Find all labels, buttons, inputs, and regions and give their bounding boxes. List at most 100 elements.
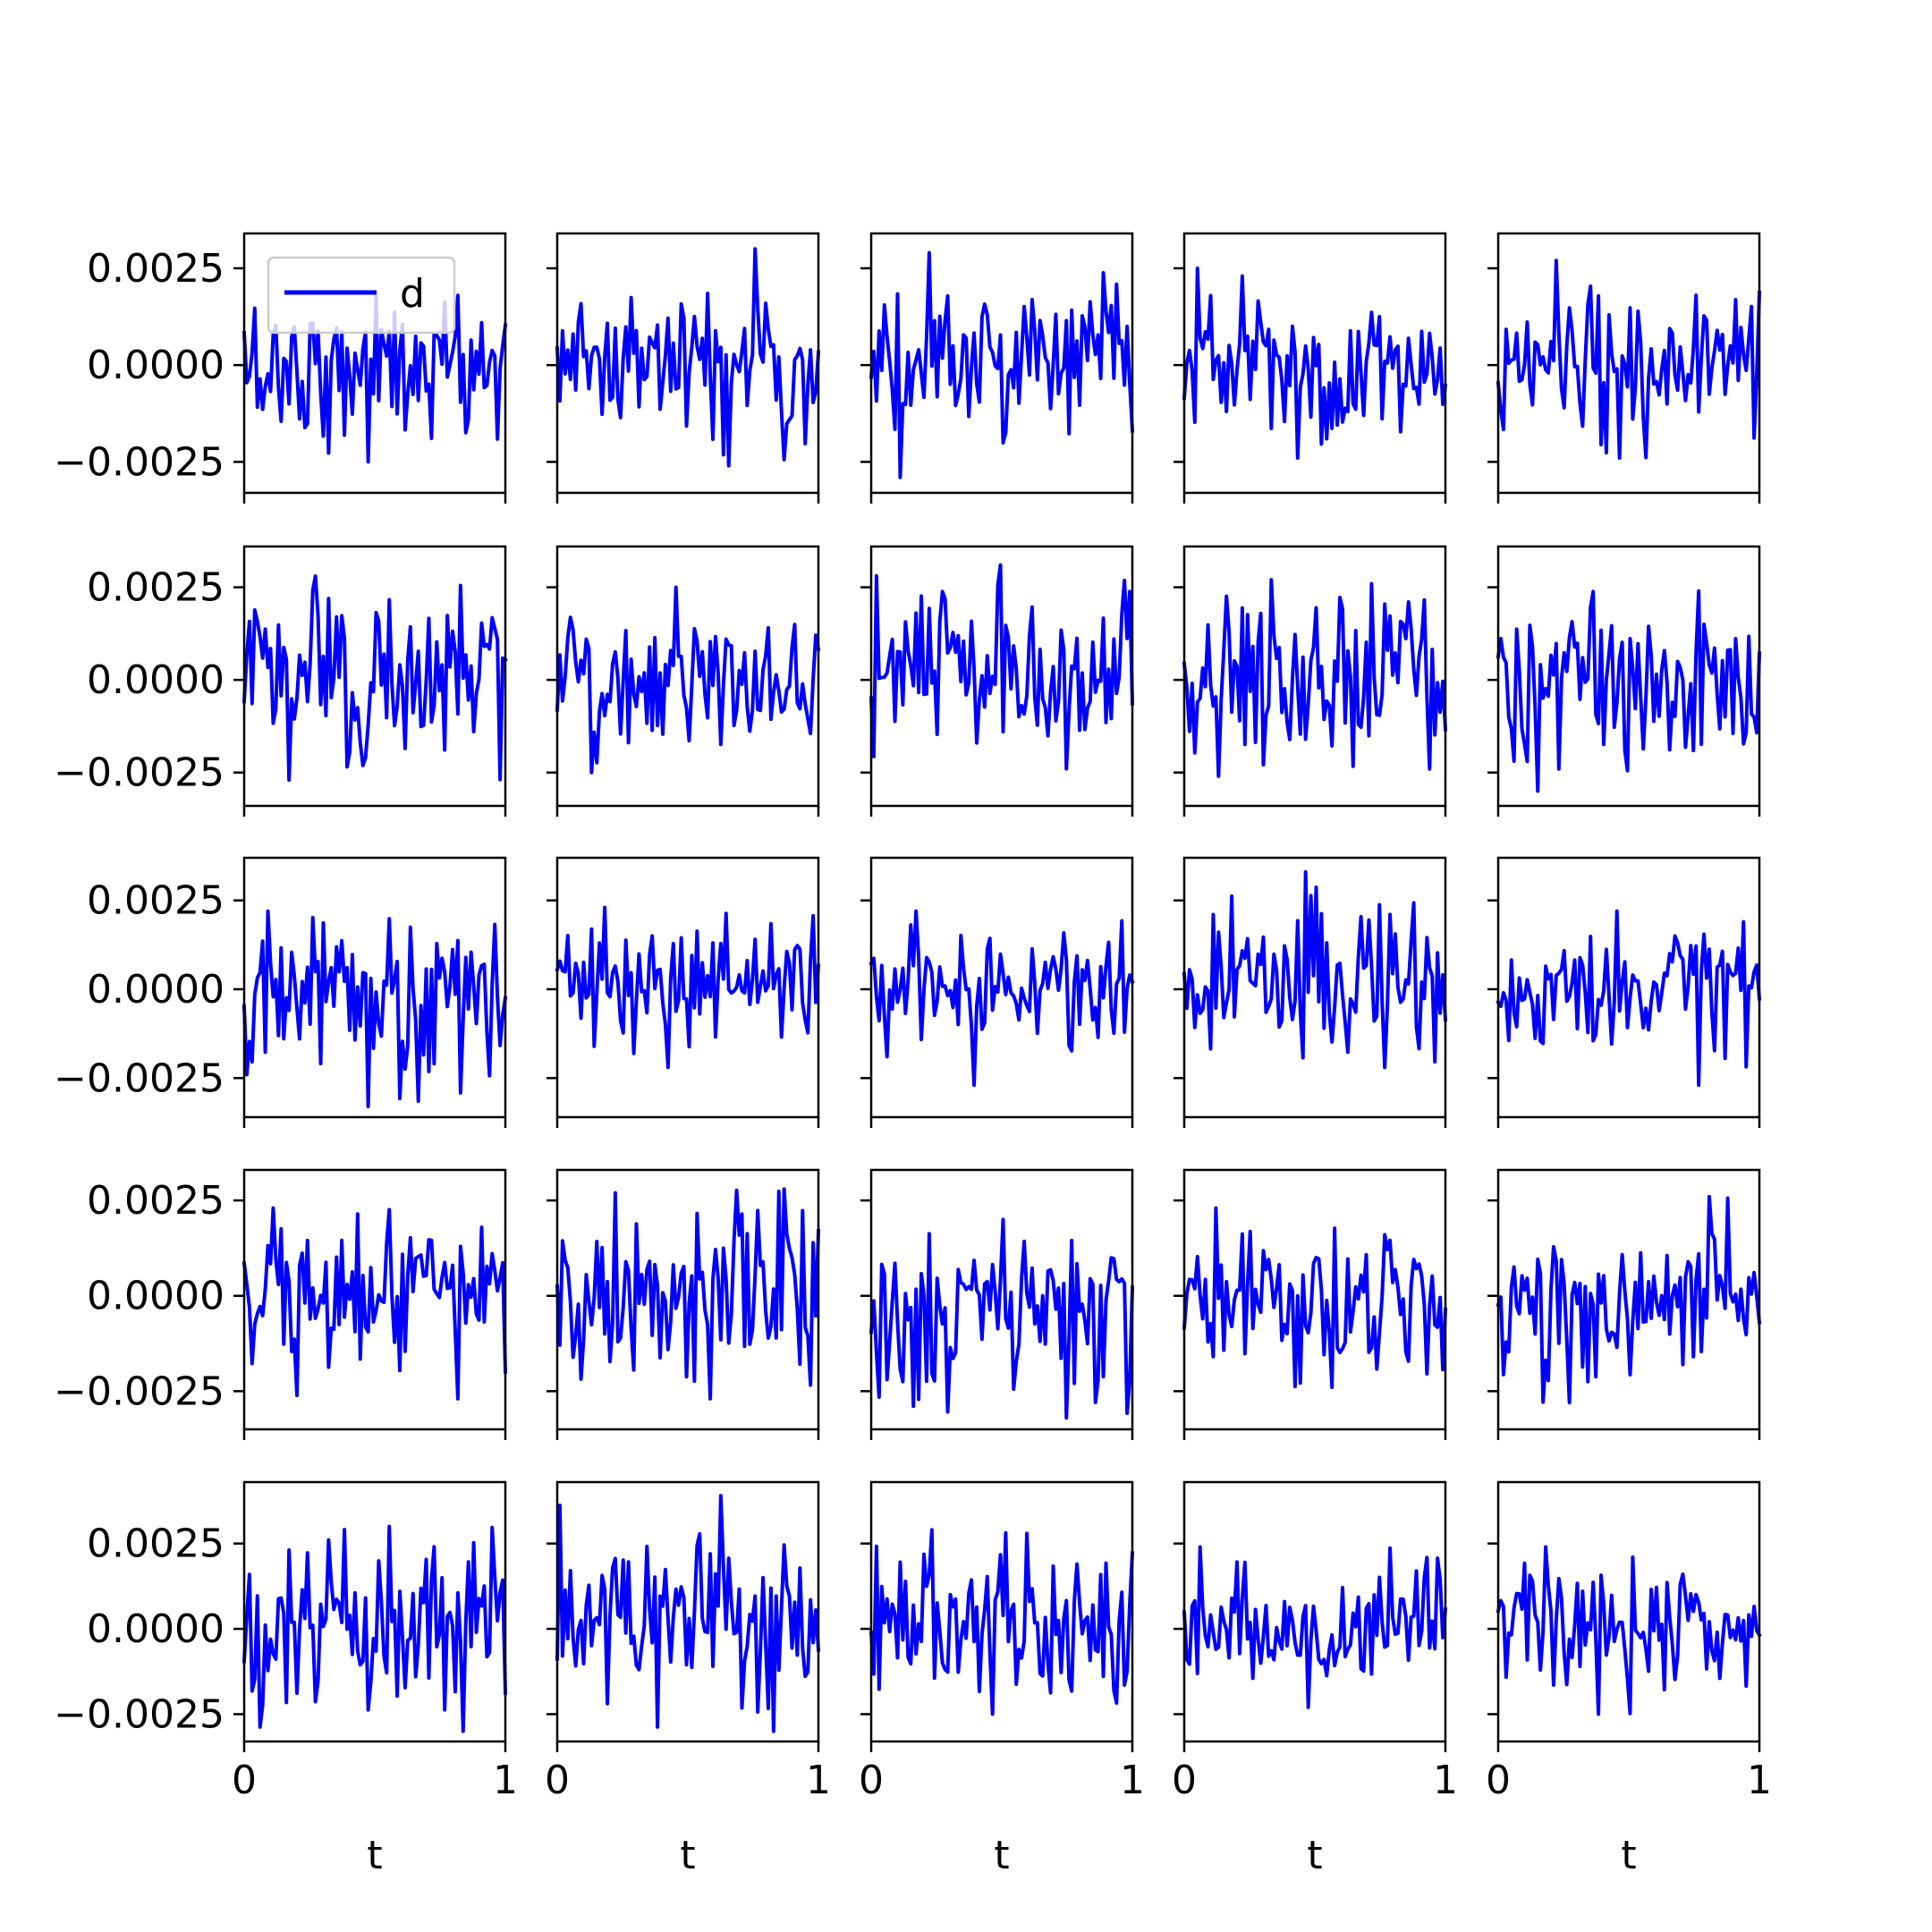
subplot-r1-c2	[547, 232, 821, 504]
y-tick-label: 0.0000	[87, 1606, 225, 1652]
series-line-r5-c5	[1496, 1545, 1762, 1716]
y-tick-label: 0.0025	[87, 878, 225, 924]
subplot-r5-c2: 0 1 t	[545, 1480, 831, 1878]
y-tick-label: 0.0025	[87, 246, 225, 292]
x-tick-label: 0	[545, 1758, 570, 1803]
series-line-r1-c3	[869, 250, 1135, 479]
subplot-r2-c5	[1487, 545, 1762, 817]
subplot-r5-c3: 0 1 t	[859, 1480, 1145, 1878]
y-tick-label: 0.0025	[87, 565, 225, 611]
x-tick-label: 1	[1433, 1758, 1458, 1803]
axes-frame-r1-c5	[1496, 232, 1761, 495]
subplot-r2-c4	[1174, 545, 1448, 817]
axes-frame-r5-c3	[869, 1480, 1134, 1743]
axes-frame-r3-c5	[1496, 856, 1761, 1119]
axes-frame-r5-c1	[242, 1480, 507, 1743]
subplot-r3-c1: 0.0025 0.0000 −0.0025	[54, 856, 508, 1128]
x-tick-label: 1	[493, 1758, 518, 1803]
axes-frame-r2-c3	[869, 545, 1134, 808]
series-line-r3-c1	[242, 909, 508, 1109]
series-line-r1-c5	[1496, 258, 1762, 461]
subplot-r3-c3	[860, 856, 1135, 1128]
axes-frame-r4-c4	[1182, 1168, 1447, 1431]
legend-label: d	[400, 271, 425, 317]
series-line-r3-c2	[555, 905, 821, 1070]
axes-frame-r5-c2	[555, 1480, 820, 1743]
series-line-r3-c5	[1496, 909, 1762, 1088]
series-line-r5-c3	[869, 1528, 1135, 1716]
x-tick-label: 0	[1172, 1758, 1197, 1803]
axes-frame-r4-c3	[869, 1168, 1134, 1431]
x-axis-label: t	[1621, 1833, 1636, 1878]
axes-frame-r4-c1	[242, 1168, 507, 1431]
x-axis-label: t	[1307, 1833, 1322, 1878]
subplot-r2-c3	[860, 545, 1135, 817]
x-tick-label: 0	[1486, 1758, 1511, 1803]
x-tick-label: 1	[806, 1758, 831, 1803]
subplot-r3-c4	[1174, 856, 1448, 1128]
y-tick-label: 0.0025	[87, 1178, 225, 1224]
series-line-r4-c1	[242, 1206, 508, 1401]
axes-frame-r2-c1	[242, 545, 507, 808]
y-tick-label: −0.0025	[54, 1691, 225, 1737]
x-axis-label: t	[994, 1833, 1009, 1878]
axes-frame-r4-c2	[555, 1168, 820, 1431]
x-axis-label: t	[680, 1833, 695, 1878]
axes-frame-r5-c5	[1496, 1480, 1761, 1743]
y-tick-label: −0.0025	[54, 1368, 225, 1414]
axes-frame-r5-c4	[1182, 1480, 1447, 1743]
axes-frame-r1-c3	[869, 232, 1134, 495]
series-line-r3-c4	[1182, 869, 1448, 1070]
subplot-r2-c2	[547, 545, 821, 817]
subplot-r1-c1: 0.0025 0.0000 −0.0025 d	[54, 232, 508, 504]
series-line-r2-c3	[869, 563, 1135, 771]
axes-frame-r2-c4	[1182, 545, 1447, 808]
series-line-r2-c1	[242, 574, 508, 782]
y-tick-label: 0.0000	[87, 343, 225, 388]
x-tick-label: 1	[1120, 1758, 1145, 1803]
series-line-r5-c4	[1182, 1545, 1448, 1709]
axes-frame-r2-c5	[1496, 545, 1761, 808]
axes-frame-r2-c2	[555, 545, 820, 808]
legend-box	[267, 256, 456, 335]
subplot-r4-c1: 0.0025 0.0000 −0.0025	[54, 1168, 508, 1440]
axes-frame-r1-c4	[1182, 232, 1447, 495]
series-line-r5-c2	[555, 1494, 821, 1733]
subplot-r2-c1: 0.0025 0.0000 −0.0025	[54, 545, 508, 817]
series-line-r1-c4	[1182, 266, 1448, 461]
x-axis-label: t	[367, 1833, 382, 1878]
series-line-r3-c3	[869, 909, 1135, 1088]
series-line-r5-c1	[242, 1524, 508, 1733]
axes-frame-r3-c3	[869, 856, 1134, 1119]
x-tick-label: 0	[232, 1758, 257, 1803]
series-line-r1-c1	[242, 293, 508, 464]
subplot-r1-c3	[860, 232, 1135, 504]
series-line-r4-c5	[1496, 1194, 1762, 1405]
x-tick-label: 1	[1747, 1758, 1772, 1803]
subplot-r4-c5	[1487, 1168, 1762, 1440]
series-line-r1-c2	[555, 247, 821, 468]
subplot-r5-c4: 0 1 t	[1172, 1480, 1458, 1878]
x-tick-label: 0	[859, 1758, 884, 1803]
axes-frame-r1-c1	[242, 232, 507, 495]
y-tick-label: 0.0000	[87, 657, 225, 703]
subplot-r4-c4	[1174, 1168, 1448, 1440]
series-line-r2-c2	[555, 585, 821, 775]
subplot-r5-c5: 0 1 t	[1486, 1480, 1772, 1878]
series-line-r4-c3	[869, 1217, 1135, 1420]
axes-frame-r3-c1	[242, 856, 507, 1119]
subplot-r3-c2	[547, 856, 821, 1128]
y-tick-label: 0.0025	[87, 1521, 225, 1567]
y-tick-label: 0.0000	[87, 1274, 225, 1319]
series-line-r4-c4	[1182, 1206, 1448, 1390]
legend: d	[267, 256, 456, 335]
y-tick-label: −0.0025	[54, 750, 225, 796]
series-line-r2-c4	[1182, 578, 1448, 778]
y-tick-label: −0.0025	[54, 439, 225, 485]
series-line-r2-c5	[1496, 589, 1762, 793]
axes-frame-r3-c2	[555, 856, 820, 1119]
axes-frame-r4-c5	[1496, 1168, 1761, 1431]
axes-frame-r3-c4	[1182, 856, 1447, 1119]
